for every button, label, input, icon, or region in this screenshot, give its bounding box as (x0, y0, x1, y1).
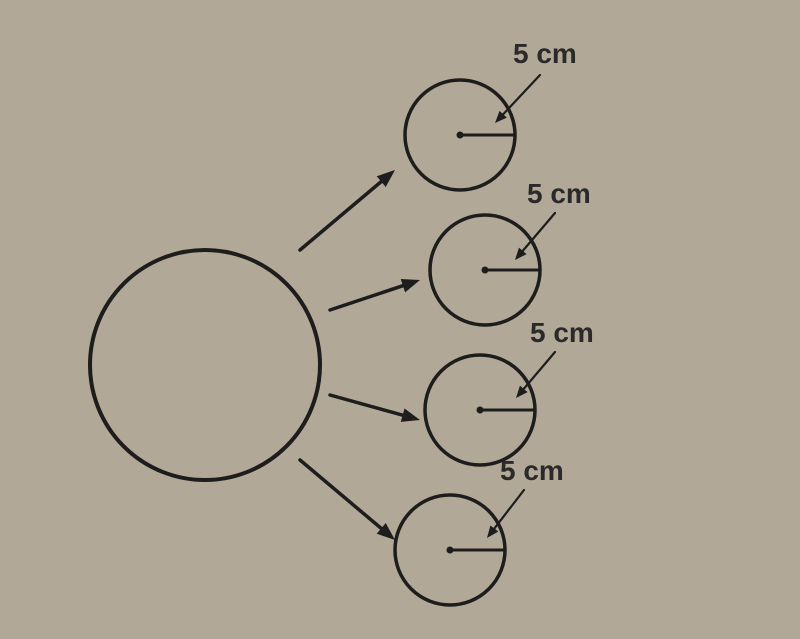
radius-label-text-3: 5 cm (530, 317, 594, 348)
radius-label-4: 5 cm (500, 455, 564, 486)
background (0, 0, 800, 639)
radius-label-1: 5 cm (513, 38, 577, 69)
radius-label-text-4: 5 cm (500, 455, 564, 486)
radius-label-3: 5 cm (530, 317, 594, 348)
radius-label-2: 5 cm (527, 178, 591, 209)
radius-label-text-2: 5 cm (527, 178, 591, 209)
diagram-canvas: 5 cm 5 cm 5 cm 5 cm (0, 0, 800, 639)
radius-label-text-1: 5 cm (513, 38, 577, 69)
